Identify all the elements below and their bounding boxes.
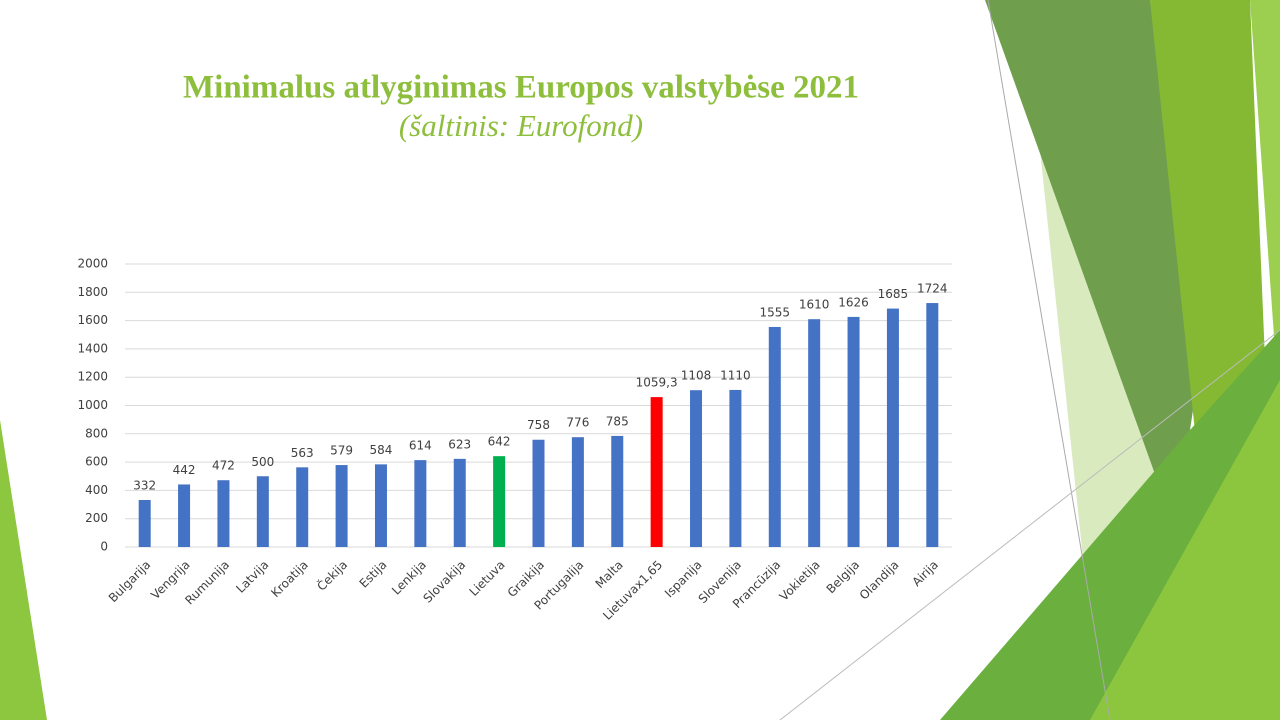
- shape: [1090, 380, 1280, 720]
- x-tick-label: Latvija: [233, 558, 271, 596]
- x-tick-label: Bulgarija: [106, 558, 153, 605]
- y-tick-label: 0: [100, 540, 108, 554]
- x-tick-label: Kroatija: [268, 558, 310, 600]
- bar: [808, 319, 821, 547]
- data-label: 442: [173, 463, 196, 477]
- bar: [532, 439, 545, 547]
- y-tick-label: 1400: [77, 341, 108, 355]
- bar: [650, 397, 663, 547]
- x-tick-label: Vokietija: [777, 558, 823, 604]
- x-tick-label: Malta: [593, 558, 626, 591]
- y-tick-label: 1200: [77, 370, 108, 384]
- bar: [729, 389, 742, 547]
- x-tick-label: Slovakija: [420, 558, 468, 606]
- y-tick-label: 2000: [77, 257, 108, 271]
- data-label: 642: [488, 435, 511, 449]
- data-label: 1685: [878, 287, 909, 301]
- chart-title: Minimalus atlyginimas Europos valstybėse…: [183, 70, 859, 106]
- data-label: 1626: [838, 295, 869, 309]
- data-label: 1724: [917, 282, 948, 296]
- bar: [611, 435, 624, 547]
- chart-subtitle: (šaltinis: Eurofond): [399, 108, 643, 143]
- data-label: 472: [212, 459, 235, 473]
- data-label: 785: [606, 414, 629, 428]
- y-tick-label: 400: [85, 483, 108, 497]
- bar: [926, 303, 939, 547]
- y-tick-label: 1000: [77, 398, 108, 412]
- y-tick-label: 200: [85, 511, 108, 525]
- data-label: 614: [409, 439, 432, 453]
- bar: [374, 464, 387, 547]
- x-tick-label: Estija: [357, 558, 390, 591]
- bar: [690, 390, 703, 547]
- shape: [1250, 0, 1280, 420]
- data-label: 1555: [760, 305, 791, 319]
- x-tick-label: Čekija: [314, 557, 351, 594]
- data-label: 1610: [799, 298, 830, 312]
- data-label: 500: [251, 455, 274, 469]
- data-label: 332: [133, 479, 156, 493]
- bar: [571, 437, 584, 547]
- data-label: 584: [370, 443, 393, 457]
- bar: [217, 480, 230, 547]
- bar: [768, 326, 781, 547]
- data-label: 1108: [681, 369, 712, 383]
- bar: [256, 476, 269, 547]
- x-tick-label: Airija: [909, 558, 940, 589]
- y-tick-label: 800: [85, 426, 108, 440]
- y-tick-label: 600: [85, 455, 108, 469]
- data-label: 758: [527, 418, 550, 432]
- bar: [296, 467, 309, 547]
- y-tick-label: 1600: [77, 313, 108, 327]
- bar: [886, 308, 899, 547]
- shape: [0, 420, 47, 720]
- x-tick-label: Olandija: [857, 558, 902, 603]
- x-tick-label: Lenkija: [389, 558, 429, 598]
- data-label: 1110: [720, 368, 751, 382]
- bar: [178, 484, 191, 547]
- x-tick-label: Belgija: [824, 558, 863, 597]
- line: [987, 0, 1111, 720]
- shape: [985, 0, 1205, 530]
- bar: [138, 500, 151, 547]
- line: [779, 329, 1280, 720]
- bar: [847, 316, 860, 547]
- bar: [453, 458, 466, 547]
- bar: [335, 465, 348, 547]
- data-label: 776: [566, 416, 589, 430]
- y-tick-label: 1800: [77, 285, 108, 299]
- data-label: 563: [291, 446, 314, 460]
- data-label: 1059,3: [636, 376, 678, 390]
- x-tick-label: Lietuva: [467, 558, 508, 599]
- bar: [414, 460, 427, 547]
- bar: [493, 456, 506, 547]
- data-label: 623: [448, 437, 471, 451]
- data-label: 579: [330, 444, 353, 458]
